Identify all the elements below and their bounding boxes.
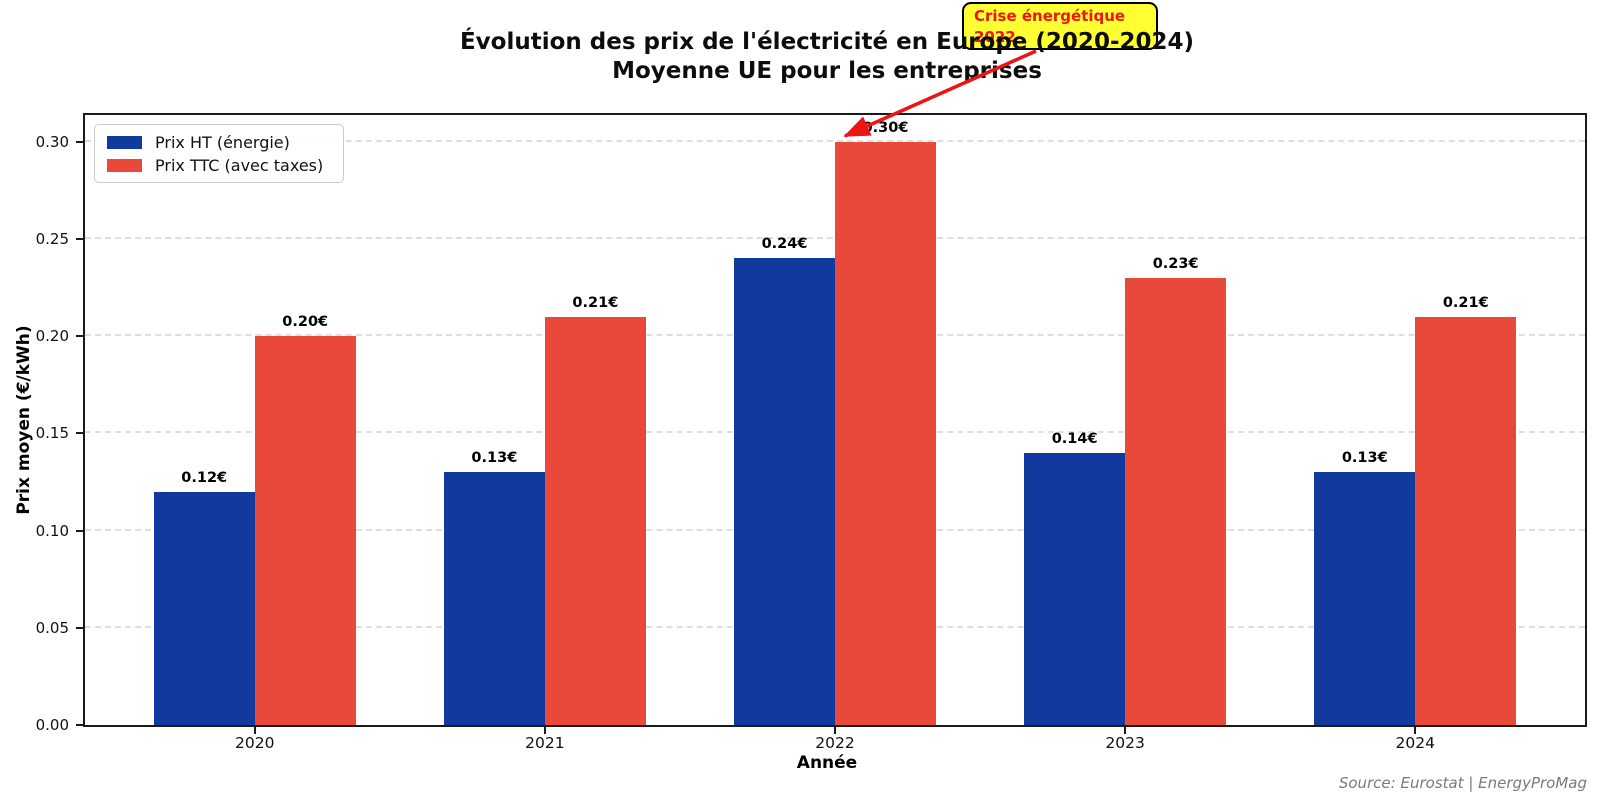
bar-value-label: 0.30€	[862, 119, 909, 136]
gridline-0.30	[85, 139, 1585, 142]
y-tick-mark	[76, 626, 83, 629]
x-tick-mark	[253, 727, 256, 734]
bar-value-label: 0.14€	[1051, 430, 1098, 447]
chart-title-line1: Évolution des prix de l'électricité en E…	[459, 29, 1195, 55]
y-tick-label-0.15: 0.15	[35, 424, 69, 443]
source-credit: Source: Eurostat | EnergyProMag	[1338, 774, 1587, 792]
bar-value-label: 0.20€	[282, 314, 329, 331]
x-tick-label-2021: 2021	[525, 734, 565, 752]
legend-item-ttc: Prix TTC (avec taxes)	[107, 155, 331, 175]
x-axis-label: Année	[796, 753, 858, 773]
bar-group-2020: 0.12€ 0.20€	[153, 314, 356, 725]
x-tick-label-2022: 2022	[815, 734, 855, 752]
legend-swatch-ht	[107, 135, 142, 149]
y-tick-mark	[76, 529, 83, 532]
legend-item-ht: Prix HT (énergie)	[107, 132, 331, 152]
y-tick-mark	[76, 238, 83, 241]
bar-2024-ttc: 0.21€	[1415, 295, 1517, 725]
plot-area: 0.12€ 0.20€ 0.13€ 0.21€ 0.24€ 0.30€ 0.14€ 0.23€…	[83, 113, 1587, 727]
bar-group-2024: 0.13€ 0.21€	[1314, 295, 1517, 725]
bar-group-2023: 0.14€ 0.23€	[1024, 256, 1227, 725]
y-tick-label-0.05: 0.05	[35, 618, 69, 637]
legend: Prix HT (énergie) Prix TTC (avec taxes)	[94, 124, 344, 183]
x-axis: 2020 2021 2022 2023 2024	[85, 727, 1585, 761]
x-tick-mark	[543, 727, 546, 734]
bar-2023-ttc: 0.23€	[1125, 256, 1227, 725]
bar-2021-ht: 0.13€	[443, 450, 545, 725]
bar-2022-ht: 0.24€	[734, 236, 835, 725]
y-tick-label-0.10: 0.10	[35, 521, 69, 540]
y-tick-label-0.25: 0.25	[35, 230, 69, 249]
x-tick-label-2020: 2020	[234, 734, 275, 752]
bar-group-2021: 0.13€ 0.21€	[443, 295, 646, 725]
bar-value-label: 0.13€	[471, 450, 518, 467]
bar-2021-ttc: 0.21€	[544, 295, 646, 725]
chart-title: Évolution des prix de l'électricité en E…	[75, 27, 1579, 86]
annotation-text-line2: 2022	[974, 28, 1016, 46]
y-tick-label-0.30: 0.30	[35, 132, 69, 151]
bar-value-label: 0.21€	[1442, 294, 1489, 311]
y-tick-mark	[76, 724, 83, 726]
legend-label-ht: Prix HT (énergie)	[155, 132, 290, 152]
plot-inner: 0.12€ 0.20€ 0.13€ 0.21€ 0.24€ 0.30€ 0.14€ 0.23€…	[85, 115, 1585, 725]
y-axis: 0.00 0.05 0.10 0.15 0.20 0.25 0.30	[0, 115, 83, 734]
bar-value-label: 0.24€	[761, 236, 808, 253]
y-tick-mark	[76, 432, 83, 435]
bar-2020-ttc: 0.20€	[254, 314, 356, 725]
bar-2020-ht: 0.12€	[153, 470, 255, 725]
bar-2022-ttc: 0.30€	[835, 120, 936, 725]
y-tick-label-0.00: 0.00	[35, 716, 69, 734]
bar-2023-ht: 0.14€	[1024, 431, 1126, 725]
bar-value-label: 0.23€	[1152, 255, 1199, 272]
y-tick-mark	[76, 335, 83, 338]
x-tick-mark	[834, 727, 836, 734]
bar-group-2022: 0.24€ 0.30€	[734, 120, 936, 725]
annotation-box: Crise énergétique 2022	[962, 2, 1158, 50]
y-tick-label-0.20: 0.20	[35, 327, 69, 346]
chart-title-line2: Moyenne UE pour les entreprises	[612, 58, 1042, 84]
bar-value-label: 0.12€	[181, 469, 228, 486]
x-tick-mark	[1414, 727, 1417, 734]
x-tick-label-2023: 2023	[1105, 734, 1145, 752]
legend-swatch-ttc	[107, 158, 142, 172]
x-tick-mark	[1124, 727, 1127, 734]
y-tick-mark	[76, 140, 83, 143]
bar-2024-ht: 0.13€	[1314, 450, 1416, 725]
bar-value-label: 0.21€	[572, 294, 619, 311]
legend-label-ttc: Prix TTC (avec taxes)	[155, 155, 324, 175]
annotation-text-line1: Crise énergétique	[974, 7, 1126, 25]
x-tick-label-2024: 2024	[1395, 734, 1435, 752]
bar-value-label: 0.13€	[1341, 450, 1388, 467]
